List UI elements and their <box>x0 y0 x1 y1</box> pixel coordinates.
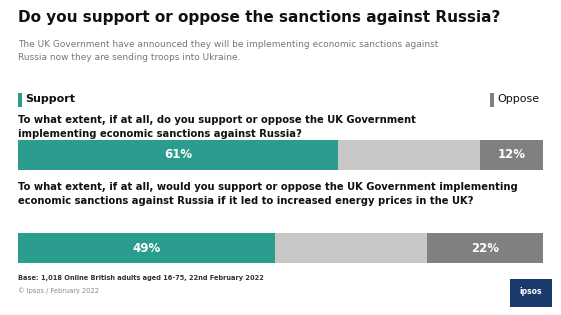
Text: To what extent, if at all, would you support or oppose the UK Government impleme: To what extent, if at all, would you sup… <box>18 182 518 206</box>
Bar <box>275 233 427 263</box>
Text: Base: 1,018 Online British adults aged 16-75, 22nd February 2022: Base: 1,018 Online British adults aged 1… <box>18 275 264 281</box>
Text: ipsos: ipsos <box>519 288 542 296</box>
Text: 61%: 61% <box>164 148 192 162</box>
Text: 12%: 12% <box>498 148 526 162</box>
Text: Do you support or oppose the sanctions against Russia?: Do you support or oppose the sanctions a… <box>18 10 500 25</box>
Text: Support: Support <box>25 94 75 104</box>
Text: © Ipsos / February 2022: © Ipsos / February 2022 <box>18 287 99 294</box>
Bar <box>510 279 552 307</box>
Bar <box>490 93 494 107</box>
Text: 22%: 22% <box>471 242 499 255</box>
Text: Oppose: Oppose <box>497 94 539 104</box>
Bar <box>18 140 338 170</box>
Bar <box>338 140 480 170</box>
Bar <box>480 140 543 170</box>
Text: The UK Government have announced they will be implementing economic sanctions ag: The UK Government have announced they wi… <box>18 40 438 61</box>
Bar <box>427 233 543 263</box>
Text: To what extent, if at all, do you support or oppose the UK Government
implementi: To what extent, if at all, do you suppor… <box>18 115 416 139</box>
Bar <box>18 93 22 107</box>
Bar <box>18 233 275 263</box>
Text: 49%: 49% <box>132 242 161 255</box>
